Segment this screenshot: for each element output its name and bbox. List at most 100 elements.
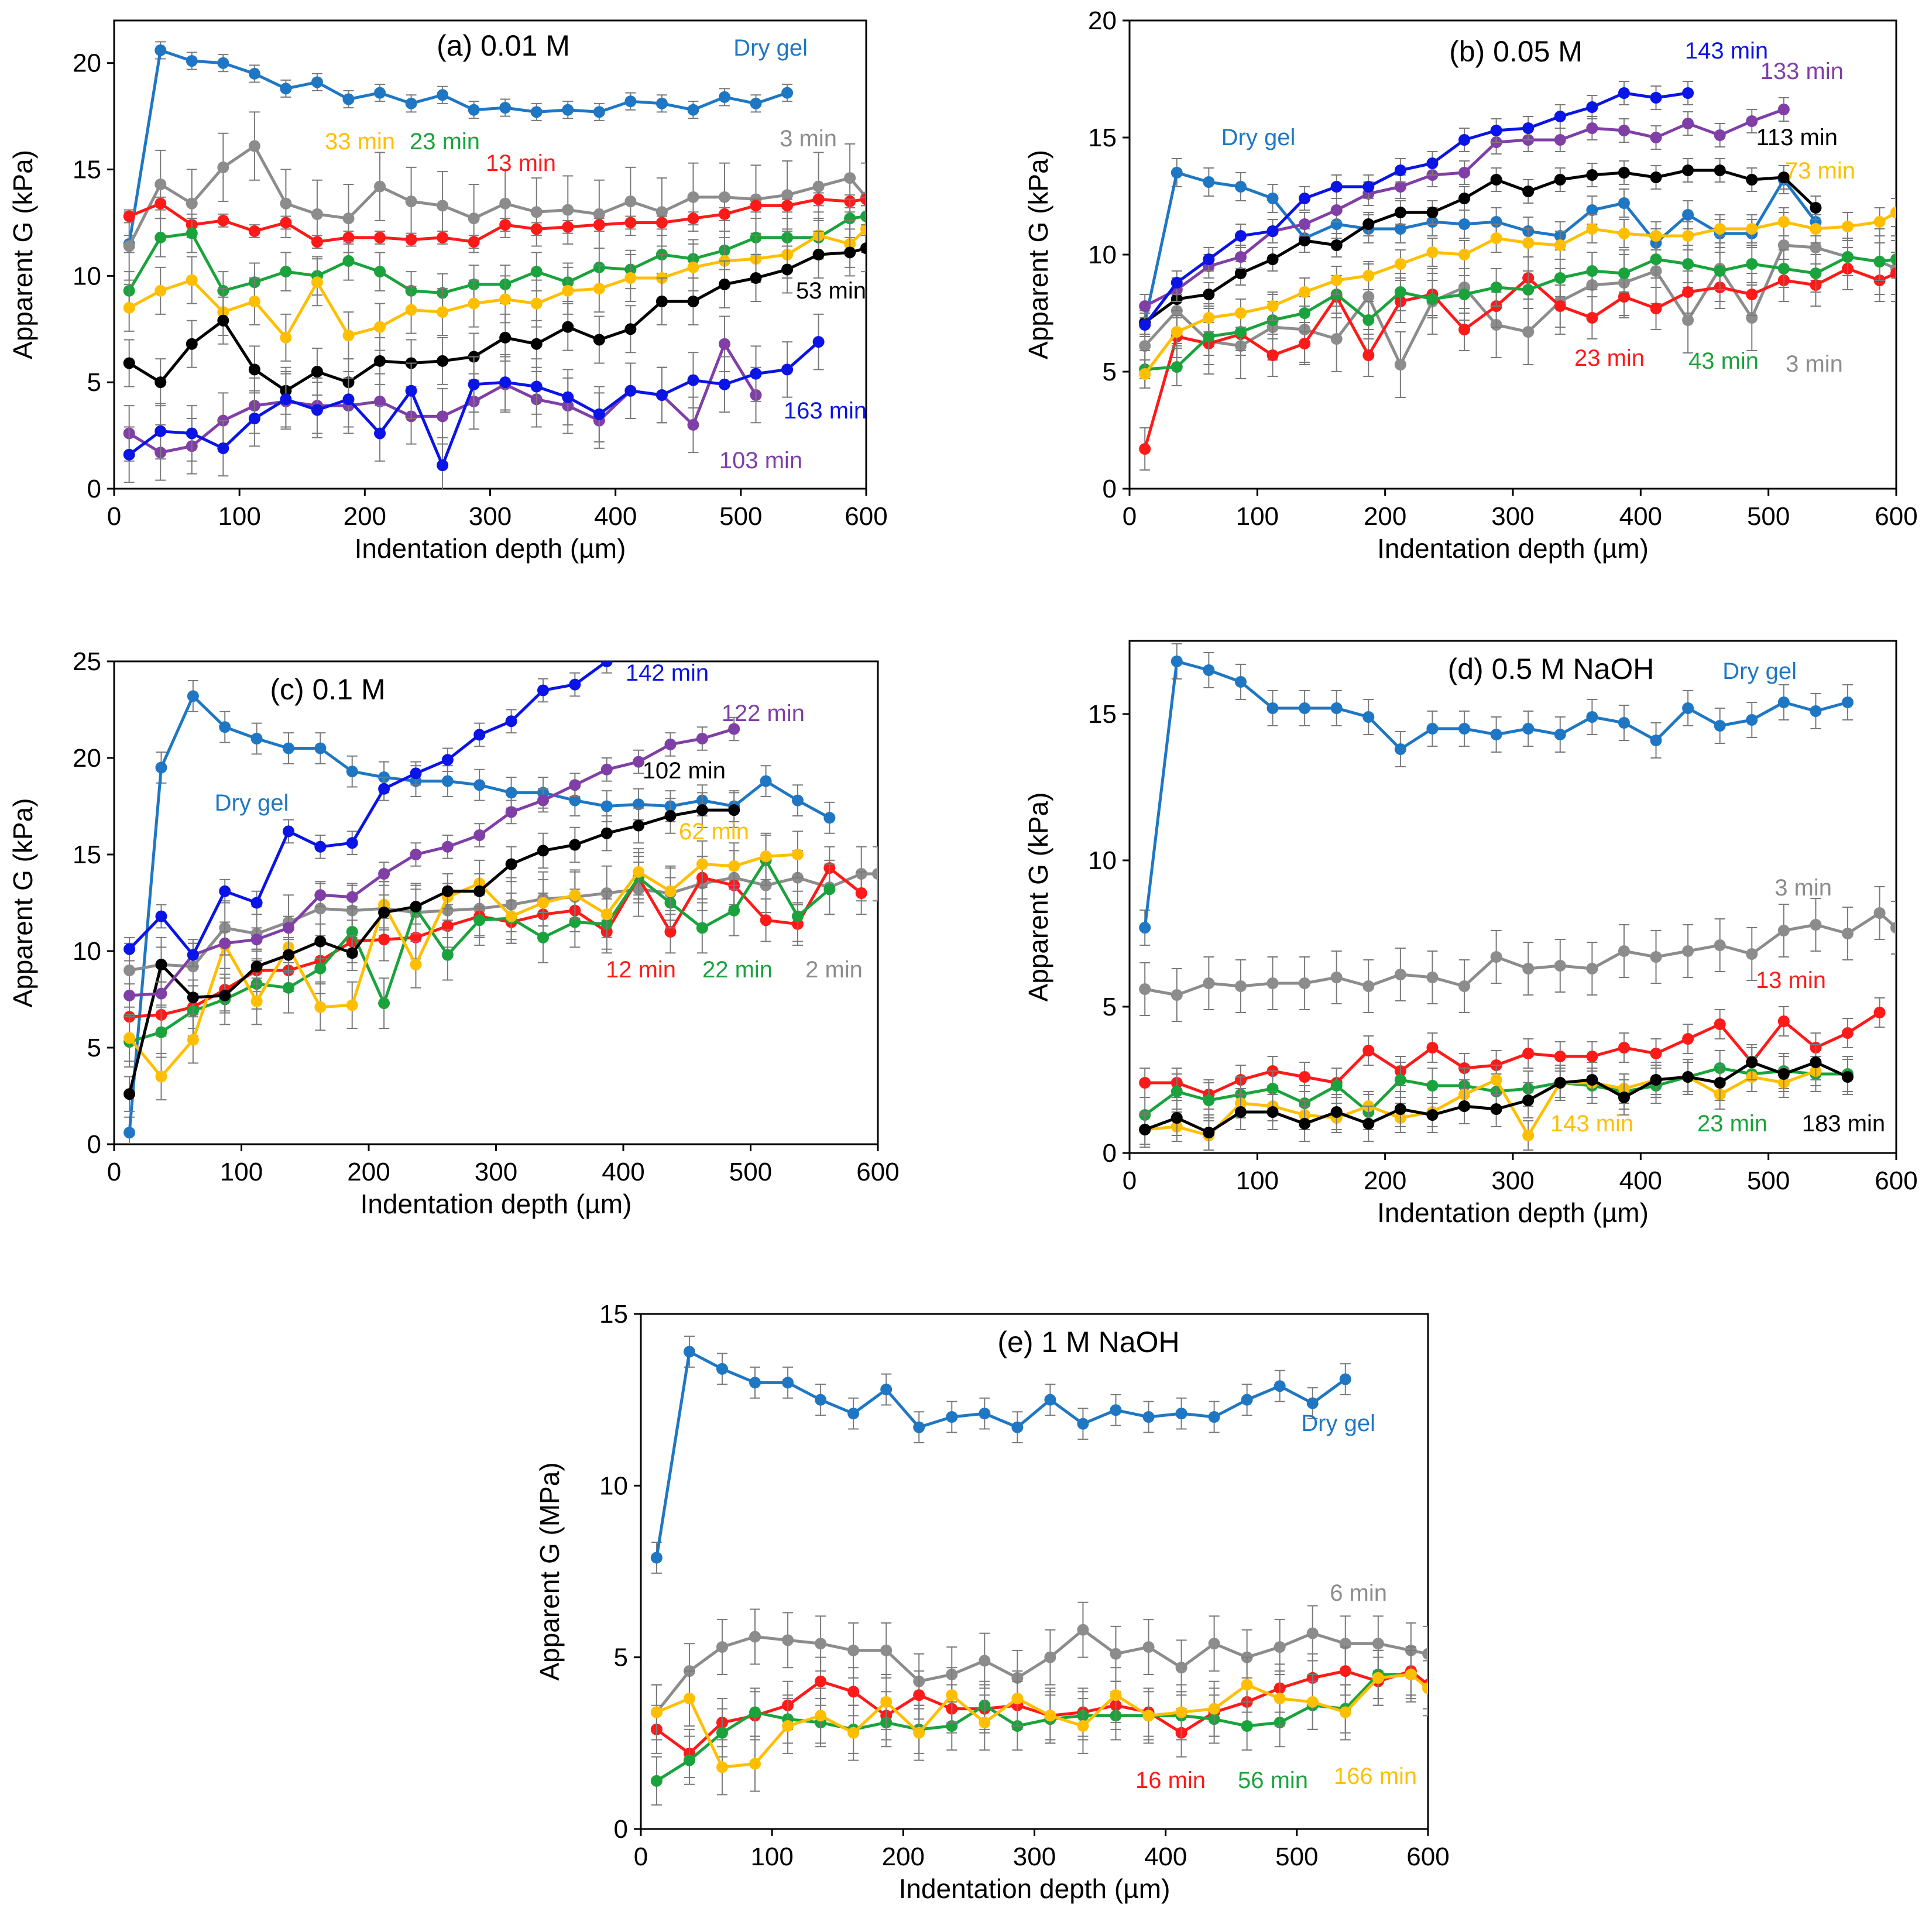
data-point xyxy=(155,959,167,971)
x-tick-label: 100 xyxy=(218,502,260,531)
series-183-min xyxy=(1139,1044,1854,1151)
data-point xyxy=(600,908,613,921)
data-point xyxy=(979,1408,991,1420)
data-point xyxy=(1554,239,1566,251)
data-point xyxy=(1422,1682,1428,1694)
data-point xyxy=(314,742,327,754)
data-point xyxy=(187,949,199,961)
x-axis-title: Indentation depth (µm) xyxy=(1377,1197,1649,1228)
data-point xyxy=(378,907,390,918)
data-point xyxy=(1171,277,1183,289)
data-point xyxy=(250,960,263,973)
data-point xyxy=(410,931,422,943)
data-point xyxy=(1522,237,1535,249)
series-line xyxy=(1145,1011,1880,1096)
y-tick-label: 10 xyxy=(599,1471,628,1500)
error-bars xyxy=(124,831,803,1101)
data-point xyxy=(280,393,292,406)
data-point xyxy=(1203,977,1215,989)
data-point xyxy=(1682,118,1694,129)
data-point xyxy=(155,179,167,190)
data-point xyxy=(1458,249,1471,260)
series-label: 62 min xyxy=(679,819,749,845)
data-point xyxy=(499,376,512,389)
data-point xyxy=(728,904,740,917)
series-label: 142 min xyxy=(626,660,709,686)
panel-title: (a) 0.01 M xyxy=(437,29,570,62)
data-point xyxy=(1490,951,1502,963)
data-point xyxy=(537,931,549,943)
data-point xyxy=(624,217,637,229)
data-point xyxy=(537,845,549,857)
data-point xyxy=(499,293,512,306)
data-point xyxy=(1299,286,1311,298)
data-point xyxy=(624,195,637,208)
data-point xyxy=(860,193,866,205)
x-axis-title: Indentation depth (µm) xyxy=(355,533,626,564)
data-layer xyxy=(1139,81,1896,471)
data-point xyxy=(1274,1693,1286,1705)
data-point xyxy=(473,729,486,741)
data-point xyxy=(186,274,198,286)
series-label: 3 min xyxy=(1786,351,1843,377)
series-dry-gel xyxy=(1139,643,1854,946)
data-point xyxy=(1426,157,1439,169)
data-point xyxy=(1139,1124,1151,1135)
data-point xyxy=(791,910,804,922)
data-point xyxy=(505,858,517,870)
data-point xyxy=(562,284,574,297)
series-label: Dry gel xyxy=(1722,658,1797,684)
data-point xyxy=(1458,289,1471,300)
data-point xyxy=(872,868,878,880)
data-point xyxy=(1777,216,1790,228)
data-point xyxy=(1139,922,1151,934)
data-point xyxy=(1139,443,1151,455)
data-point xyxy=(1394,743,1406,755)
data-point xyxy=(1682,314,1694,326)
data-point xyxy=(1266,225,1279,237)
data-point xyxy=(687,261,699,273)
y-tick-label: 10 xyxy=(73,262,101,290)
data-point xyxy=(815,1675,827,1687)
data-point xyxy=(1171,656,1183,667)
data-point xyxy=(1522,963,1535,974)
x-tick-label: 300 xyxy=(1491,1166,1534,1195)
data-point xyxy=(437,410,449,423)
data-point xyxy=(749,1377,761,1389)
data-point xyxy=(823,812,836,824)
data-point xyxy=(537,794,549,807)
data-point xyxy=(860,242,866,255)
data-point xyxy=(186,55,198,67)
data-point xyxy=(473,914,486,926)
data-point xyxy=(1810,202,1822,214)
data-point xyxy=(155,425,167,437)
data-point xyxy=(1362,1118,1375,1130)
data-point xyxy=(1890,253,1896,265)
data-point xyxy=(499,197,512,210)
data-point xyxy=(781,189,794,201)
series-line xyxy=(128,49,788,245)
data-point xyxy=(1554,729,1566,740)
data-point xyxy=(250,995,263,1007)
data-point xyxy=(913,1421,925,1433)
y-tick-label: 25 xyxy=(73,647,101,676)
y-tick-label: 5 xyxy=(1103,358,1117,386)
data-point xyxy=(1810,242,1822,253)
data-point xyxy=(913,1727,925,1739)
data-point xyxy=(1842,928,1854,939)
data-point xyxy=(1330,1080,1343,1092)
data-point xyxy=(1714,129,1726,141)
data-point xyxy=(1362,314,1375,326)
data-point xyxy=(1522,122,1535,134)
series-label: 3 min xyxy=(1774,875,1832,901)
data-point xyxy=(664,810,677,822)
data-point xyxy=(781,263,794,276)
x-tick-label: 600 xyxy=(1406,1842,1449,1871)
series-label: 22 min xyxy=(702,957,773,983)
data-point xyxy=(1682,87,1694,99)
x-tick-label: 500 xyxy=(1275,1842,1318,1871)
data-point xyxy=(880,1696,893,1708)
series-label: 43 min xyxy=(1688,348,1759,374)
data-point xyxy=(1586,265,1598,277)
data-point xyxy=(1522,326,1535,338)
